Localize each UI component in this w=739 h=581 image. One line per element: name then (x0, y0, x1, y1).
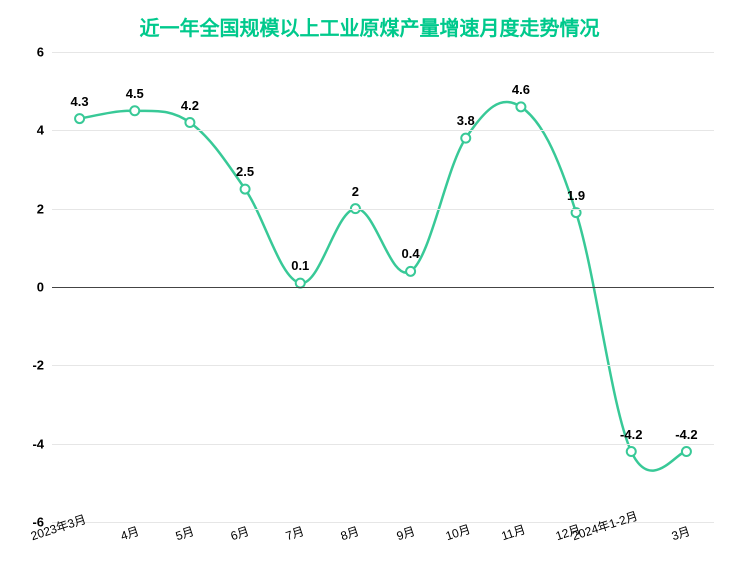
y-tick-label: -2 (32, 358, 44, 373)
x-tick-label: 4月 (118, 522, 141, 544)
data-label: 0.4 (402, 246, 420, 261)
data-label: 4.2 (181, 98, 199, 113)
data-label: 4.6 (512, 82, 530, 97)
data-label: -4.2 (675, 427, 697, 442)
x-tick-label: 6月 (228, 522, 251, 544)
series-marker (185, 118, 194, 127)
series-marker (75, 114, 84, 123)
series-marker (516, 102, 525, 111)
x-tick-label: 5月 (173, 522, 196, 544)
chart-container: 近一年全国规模以上工业原煤产量增速月度走势情况 -6-4-202462023年3… (0, 0, 739, 581)
data-label: -4.2 (620, 427, 642, 442)
y-gridline (52, 444, 714, 445)
y-tick-label: 6 (37, 45, 44, 60)
data-label: 0.1 (291, 258, 309, 273)
data-label: 2.5 (236, 164, 254, 179)
x-tick-label: 10月 (443, 520, 472, 544)
series-marker (461, 134, 470, 143)
chart-title: 近一年全国规模以上工业原煤产量增速月度走势情况 (0, 12, 739, 41)
y-gridline (52, 130, 714, 131)
data-label: 4.5 (126, 86, 144, 101)
x-tick-label: 11月 (499, 520, 528, 544)
data-label: 3.8 (457, 113, 475, 128)
plot-area: -6-4-202462023年3月4月5月6月7月8月9月10月11月12月20… (52, 52, 714, 522)
y-tick-label: 2 (37, 201, 44, 216)
x-tick-label: 8月 (339, 522, 362, 544)
y-gridline (52, 52, 714, 53)
series-marker (130, 106, 139, 115)
data-label: 2 (352, 184, 359, 199)
y-gridline (52, 365, 714, 366)
series-marker (241, 185, 250, 194)
x-tick-label: 7月 (283, 522, 306, 544)
data-label: 1.9 (567, 188, 585, 203)
y-tick-label: 0 (37, 280, 44, 295)
x-tick-label: 9月 (394, 522, 417, 544)
y-gridline (52, 287, 714, 288)
y-tick-label: 4 (37, 123, 44, 138)
y-gridline (52, 209, 714, 210)
y-tick-label: -4 (32, 436, 44, 451)
x-tick-label: 3月 (670, 522, 693, 544)
series-marker (406, 267, 415, 276)
data-label: 4.3 (71, 94, 89, 109)
series-marker (682, 447, 691, 456)
series-marker (627, 447, 636, 456)
